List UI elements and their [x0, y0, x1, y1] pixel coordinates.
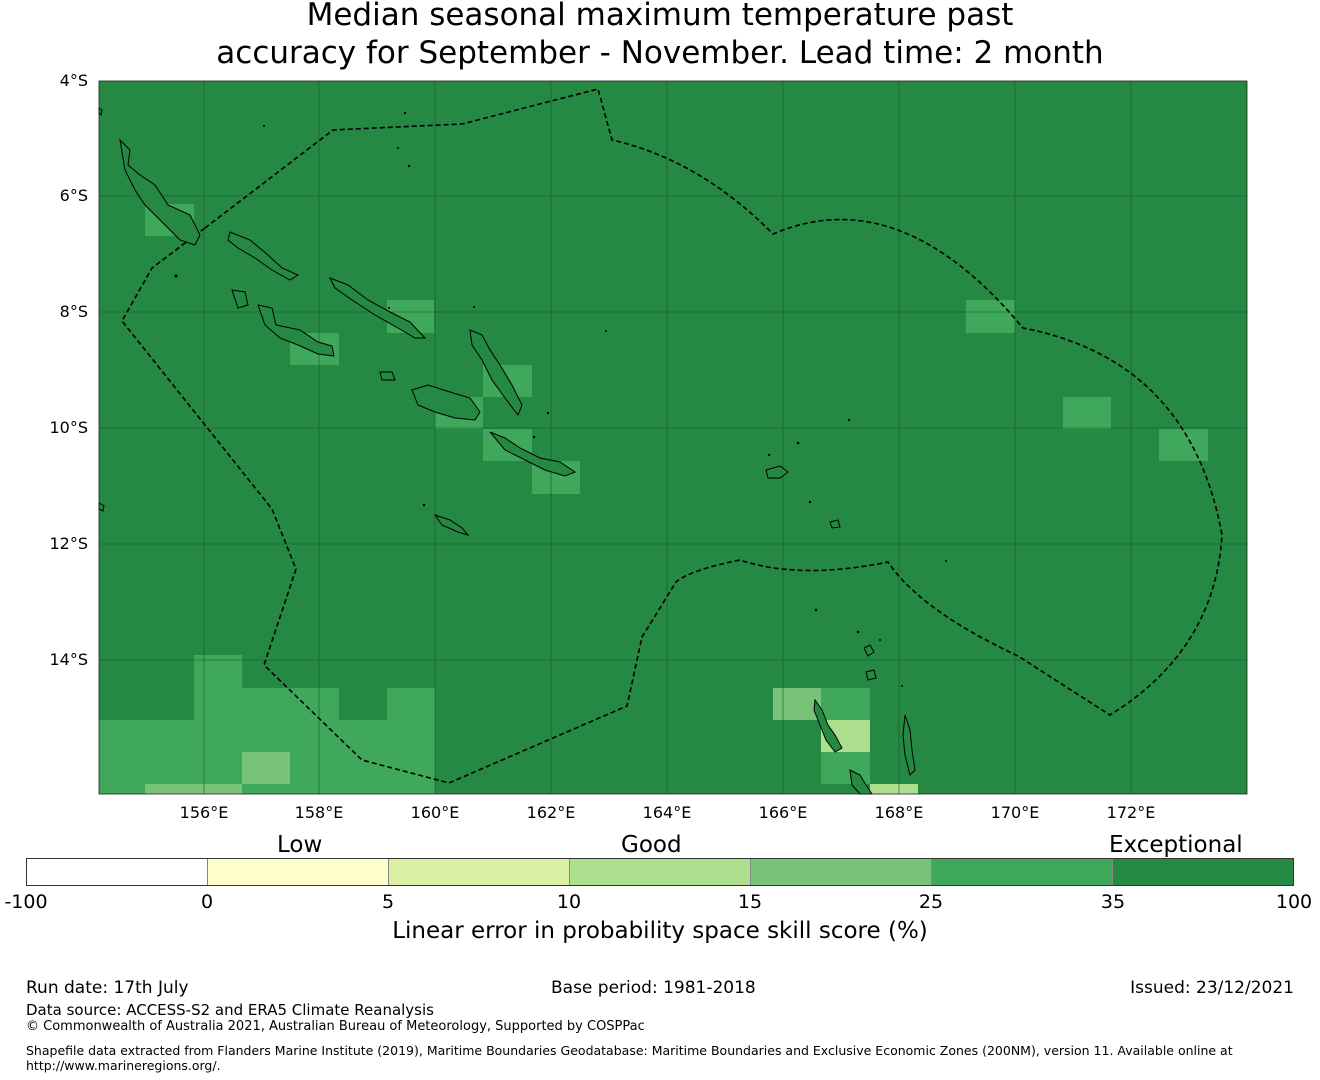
skill-cell	[145, 784, 242, 794]
lon-label-170e: 170°E	[990, 803, 1040, 822]
copyright-notice: © Commonwealth of Australia 2021, Austra…	[26, 1019, 645, 1034]
issued-date: Issued: 23/12/2021	[1130, 978, 1294, 998]
lon-label-156e: 156°E	[179, 803, 229, 822]
skill-cell	[870, 784, 918, 794]
colorbar-tick: 100	[1275, 891, 1313, 913]
category-low: Low	[277, 832, 323, 858]
lon-label-168e: 168°E	[874, 803, 924, 822]
colorbar-tick: 35	[1100, 891, 1126, 913]
colorbar-tick: 15	[737, 891, 763, 913]
data-source: Data source: ACCESS-S2 and ERA5 Climate …	[26, 1001, 434, 1019]
skill-cell	[1063, 397, 1111, 429]
lon-label-158e: 158°E	[294, 803, 344, 822]
colorbar-tick: -100	[4, 891, 48, 913]
colorbar	[26, 858, 1294, 886]
colorbar-tick: 10	[556, 891, 582, 913]
category-good: Good	[621, 832, 682, 858]
lat-label-6s: 6°S	[59, 186, 88, 205]
skill-cell	[194, 655, 242, 688]
skill-cell	[194, 688, 339, 720]
map-frame	[98, 80, 1248, 795]
lon-label-162e: 162°E	[526, 803, 576, 822]
colorbar-tick: 25	[918, 891, 944, 913]
colorbar-tick: 0	[200, 891, 214, 913]
skill-cell	[1159, 429, 1208, 461]
category-exceptional: Exceptional	[1109, 832, 1243, 858]
lat-label-14s: 14°S	[49, 650, 88, 669]
map-background	[99, 81, 1247, 794]
colorbar-tick: 5	[381, 891, 395, 913]
skill-cell	[966, 300, 1015, 333]
chart-title-line2: accuracy for September - November. Lead …	[216, 35, 1104, 71]
lat-label-10s: 10°S	[49, 418, 88, 437]
small-islets	[174, 111, 947, 687]
colorbar-segment	[27, 859, 208, 885]
skill-cell	[773, 688, 821, 720]
lon-label-172e: 172°E	[1106, 803, 1156, 822]
skill-cell	[821, 688, 870, 720]
skill-cell	[387, 688, 435, 720]
colorbar-segment	[751, 859, 932, 885]
lat-label-8s: 8°S	[59, 302, 88, 321]
graticule	[99, 81, 1247, 794]
skill-cell	[242, 752, 290, 784]
chart-title-line1: Median seasonal maximum temperature past	[306, 0, 1014, 33]
run-date: Run date: 17th July	[26, 978, 189, 998]
colorbar-segment	[1113, 859, 1293, 885]
lon-label-164e: 164°E	[642, 803, 692, 822]
coastlines	[98, 107, 916, 795]
lon-label-166e: 166°E	[758, 803, 808, 822]
map-canvas	[98, 80, 1248, 795]
colorbar-segment	[389, 859, 570, 885]
shapefile-credit-line2: http://www.marineregions.org/.	[26, 1058, 221, 1073]
colorbar-segment	[570, 859, 751, 885]
colorbar-segment	[208, 859, 389, 885]
lat-label-12s: 12°S	[49, 534, 88, 553]
lat-label-4s: 4°S	[59, 71, 88, 90]
chart-title: Median seasonal maximum temperature past…	[0, 0, 1320, 72]
colorbar-segment	[932, 859, 1113, 885]
shapefile-credit-line1: Shapefile data extracted from Flanders M…	[26, 1043, 1233, 1058]
skill-cells	[99, 204, 1208, 794]
lon-label-160e: 160°E	[410, 803, 460, 822]
base-period: Base period: 1981-2018	[551, 978, 756, 998]
colorbar-title: Linear error in probability space skill …	[392, 918, 928, 944]
